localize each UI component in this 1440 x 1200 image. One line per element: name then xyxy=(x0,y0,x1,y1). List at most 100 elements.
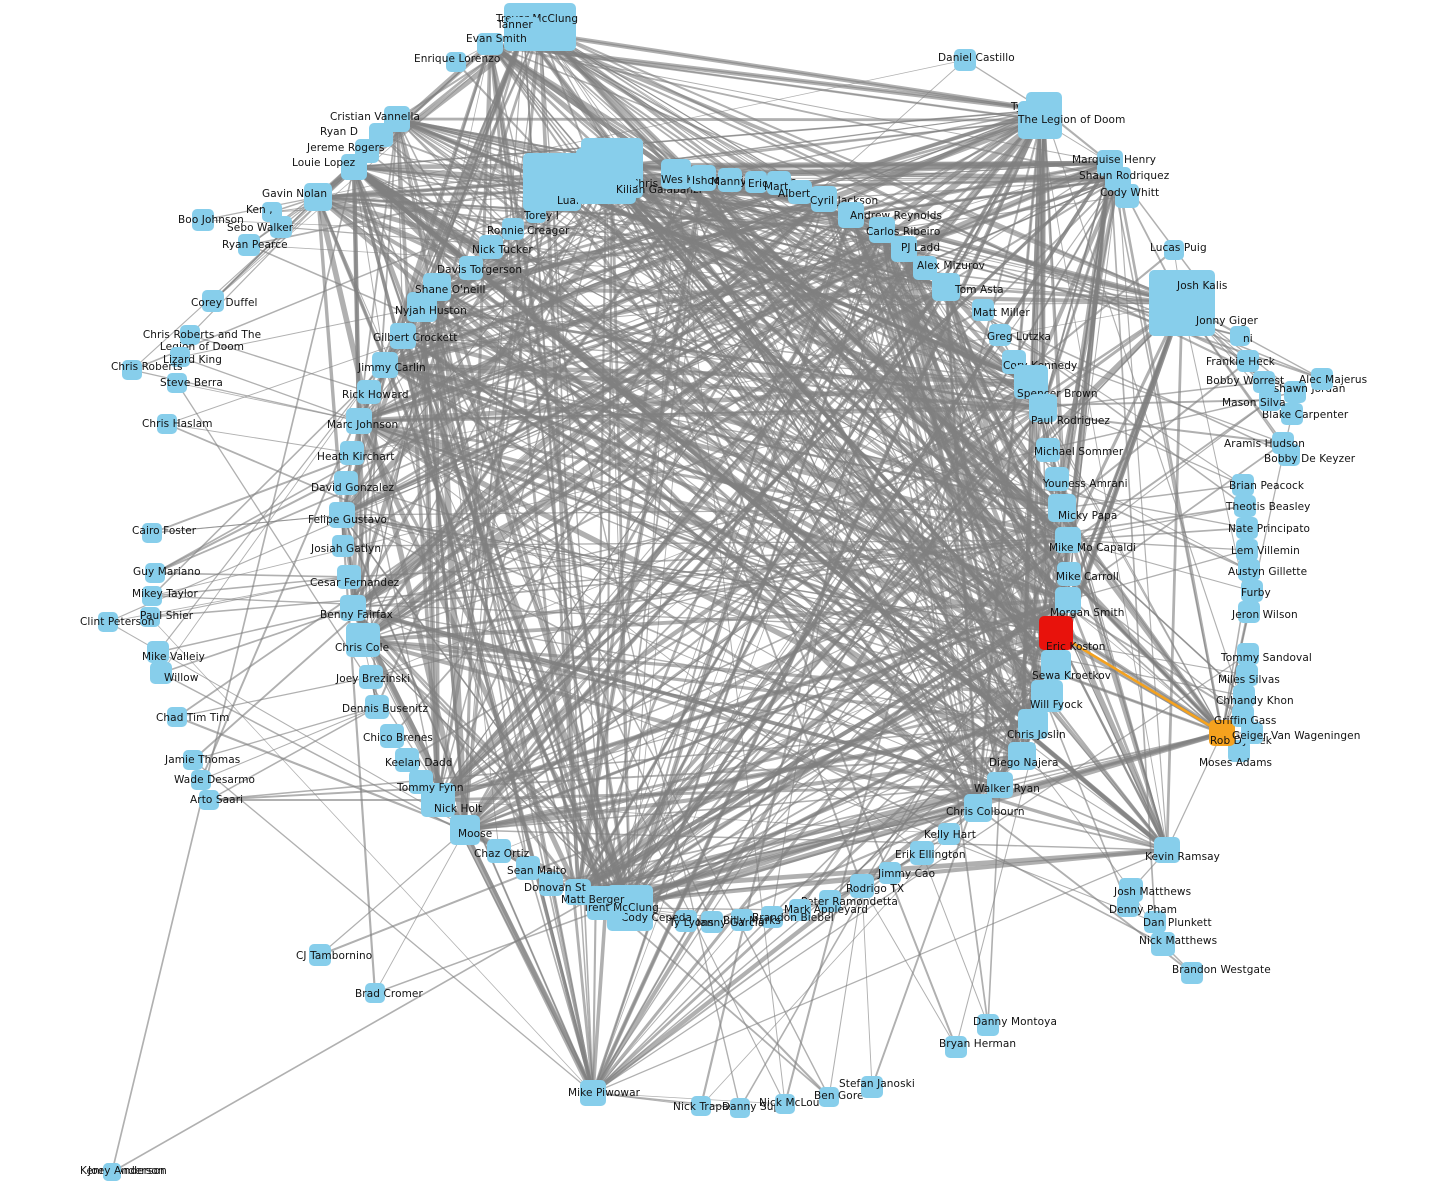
graph-node[interactable] xyxy=(365,983,385,1003)
graph-node[interactable] xyxy=(1253,371,1275,393)
graph-node[interactable] xyxy=(690,165,716,191)
graph-node[interactable] xyxy=(170,347,190,367)
graph-node[interactable] xyxy=(145,563,165,583)
graph-node[interactable] xyxy=(861,1076,883,1098)
graph-node[interactable] xyxy=(270,216,292,238)
graph-node[interactable] xyxy=(150,662,172,684)
graph-node[interactable] xyxy=(1164,240,1184,260)
graph-node[interactable] xyxy=(332,535,354,557)
graph-node[interactable] xyxy=(1241,580,1263,602)
graph-node[interactable] xyxy=(1119,878,1143,902)
graph-node[interactable] xyxy=(1232,474,1254,496)
graph-node[interactable] xyxy=(523,153,581,211)
graph-node[interactable] xyxy=(365,695,389,719)
graph-node[interactable] xyxy=(945,1036,967,1058)
graph-node[interactable] xyxy=(964,794,992,822)
graph-node[interactable] xyxy=(1045,467,1069,491)
graph-node[interactable] xyxy=(1241,722,1263,744)
graph-node[interactable] xyxy=(977,1014,999,1036)
graph-node[interactable] xyxy=(718,168,742,192)
graph-node[interactable] xyxy=(142,586,162,606)
graph-node[interactable] xyxy=(346,408,372,434)
graph-node[interactable] xyxy=(309,944,331,966)
graph-node[interactable] xyxy=(334,471,358,495)
graph-node[interactable] xyxy=(691,1096,711,1116)
graph-node[interactable] xyxy=(202,290,224,312)
graph-node[interactable] xyxy=(199,790,219,810)
graph-node[interactable] xyxy=(508,17,540,45)
graph-node[interactable] xyxy=(1284,381,1306,403)
graph-node[interactable] xyxy=(98,612,118,632)
graph-node[interactable] xyxy=(409,770,433,794)
graph-node[interactable] xyxy=(819,1087,839,1107)
graph-node[interactable] xyxy=(1233,685,1255,707)
graph-node[interactable] xyxy=(183,750,203,770)
graph-node[interactable] xyxy=(1234,495,1256,517)
graph-node[interactable] xyxy=(1228,740,1250,762)
graph-node[interactable] xyxy=(380,724,404,748)
graph-node[interactable] xyxy=(1236,517,1258,539)
graph-node[interactable] xyxy=(954,49,976,71)
graph-node[interactable] xyxy=(1029,394,1057,422)
graph-node[interactable] xyxy=(1232,705,1254,727)
graph-node[interactable] xyxy=(390,323,416,349)
graph-node[interactable] xyxy=(1311,368,1333,390)
graph-node[interactable] xyxy=(879,862,901,884)
graph-node[interactable] xyxy=(423,273,451,301)
graph-node[interactable] xyxy=(1238,559,1260,581)
graph-node[interactable] xyxy=(775,1094,795,1114)
graph-node[interactable] xyxy=(1036,438,1060,462)
graph-node[interactable] xyxy=(395,748,419,772)
graph-node[interactable] xyxy=(932,273,960,301)
graph-node[interactable] xyxy=(359,665,383,689)
graph-node[interactable] xyxy=(565,879,591,905)
graph-node[interactable] xyxy=(819,890,841,912)
graph-node[interactable] xyxy=(1154,837,1180,863)
graph-node[interactable] xyxy=(745,171,767,193)
graph-node[interactable] xyxy=(103,1163,121,1181)
graph-node[interactable] xyxy=(1272,432,1294,454)
graph-node[interactable] xyxy=(479,235,503,259)
graph-node[interactable] xyxy=(1236,539,1258,561)
graph-node[interactable] xyxy=(516,856,540,880)
graph-node[interactable] xyxy=(167,707,187,727)
graph-node[interactable] xyxy=(1238,601,1260,623)
graph-node[interactable] xyxy=(1259,389,1281,411)
graph-node[interactable] xyxy=(1236,664,1258,686)
graph-node[interactable] xyxy=(767,171,791,195)
graph-node[interactable] xyxy=(731,909,753,931)
graph-node[interactable] xyxy=(526,203,546,223)
graph-node[interactable] xyxy=(191,770,211,790)
graph-node[interactable] xyxy=(580,1080,606,1106)
graph-node[interactable] xyxy=(838,202,864,228)
graph-node[interactable] xyxy=(987,772,1013,798)
graph-node[interactable] xyxy=(701,911,723,933)
graph-node[interactable] xyxy=(157,414,177,434)
graph-node[interactable] xyxy=(730,1098,750,1118)
graph-node[interactable] xyxy=(1281,403,1303,425)
graph-node[interactable] xyxy=(1151,932,1175,956)
graph-node[interactable] xyxy=(304,183,332,211)
graph-node[interactable] xyxy=(1115,184,1139,208)
graph-node[interactable] xyxy=(869,217,895,243)
graph-node[interactable] xyxy=(850,874,874,898)
graph-node[interactable] xyxy=(238,234,260,256)
graph-node[interactable] xyxy=(1039,616,1073,650)
graph-node[interactable] xyxy=(346,623,380,657)
graph-node[interactable] xyxy=(180,325,200,345)
graph-node[interactable] xyxy=(576,148,636,204)
graph-node[interactable] xyxy=(372,352,398,378)
graph-node[interactable] xyxy=(1041,650,1071,680)
graph-node[interactable] xyxy=(972,299,994,321)
graph-node[interactable] xyxy=(1057,562,1081,586)
graph-node[interactable] xyxy=(140,607,160,627)
graph-node[interactable] xyxy=(341,154,367,180)
graph-node[interactable] xyxy=(1181,962,1203,984)
graph-node[interactable] xyxy=(142,523,162,543)
graph-node[interactable] xyxy=(459,256,483,280)
graph-node[interactable] xyxy=(587,886,625,920)
graph-node[interactable] xyxy=(1193,277,1213,297)
graph-node[interactable] xyxy=(450,815,480,845)
graph-node[interactable] xyxy=(1144,911,1166,933)
graph-node[interactable] xyxy=(1055,527,1081,553)
